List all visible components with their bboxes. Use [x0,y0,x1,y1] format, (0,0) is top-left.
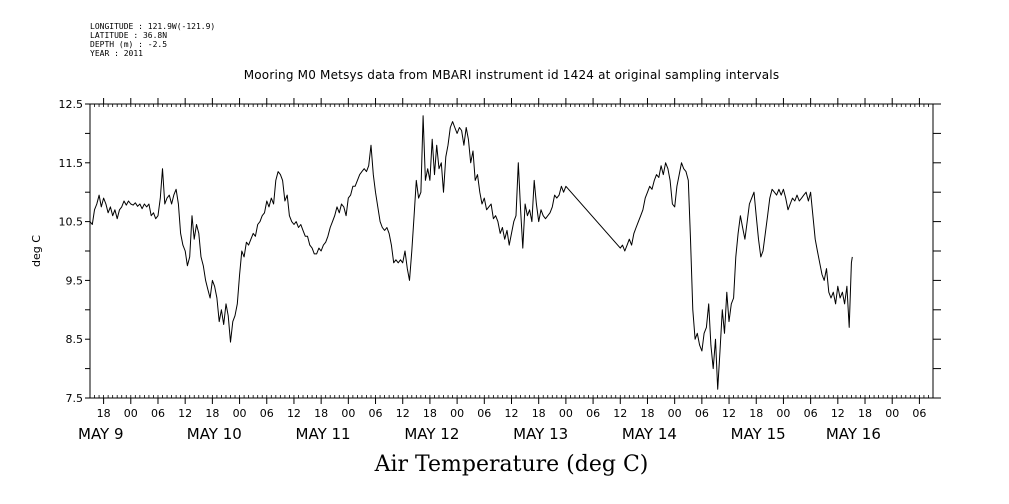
tick-layer [85,98,941,404]
depth-label: DEPTH (m) : -2.5 [90,40,168,49]
x-tick-label: 06 [477,407,491,420]
x-day-label: MAY 13 [513,425,568,443]
x-tick-label: 06 [912,407,926,420]
x-tick-label: 00 [450,407,464,420]
y-tick-label: 11.5 [59,157,84,170]
x-tick-label: 18 [314,407,328,420]
series-layer [89,115,853,390]
chart-title: Mooring M0 Metsys data from MBARI instru… [243,68,780,82]
y-tick-label: 10.5 [59,216,84,229]
x-tick-label: 18 [423,407,437,420]
x-tick-label: 12 [722,407,736,420]
x-tick-label: 18 [640,407,654,420]
x-tick-label: 18 [749,407,763,420]
x-tick-label: 00 [341,407,355,420]
y-tick-label: 8.5 [66,333,84,346]
metadata-block: LONGITUDE : 121.9W(-121.9) LATITUDE : 36… [90,22,215,58]
x-tick-label: 18 [205,407,219,420]
x-day-label: MAY 9 [78,425,124,443]
series-line-0 [89,115,853,390]
label-layer: 18 00 06 12 18 00 06 12 18 00 06 12 18 00 06 12 18 00 06 12… [59,98,927,443]
x-day-label: MAY 12 [404,425,459,443]
x-tick-label: 12 [178,407,192,420]
x-tick-label: 18 [858,407,872,420]
x-tick-label: 00 [233,407,247,420]
plot-frame [89,103,934,399]
x-tick-label: 00 [776,407,790,420]
longitude-label: LONGITUDE : 121.9W(-121.9) [90,22,216,31]
x-tick-label: 06 [804,407,818,420]
x-day-label: MAY 16 [826,425,881,443]
x-tick-label: 06 [369,407,383,420]
x-tick-label: 06 [260,407,274,420]
x-tick-label: 12 [287,407,301,420]
x-tick-label: 12 [613,407,627,420]
y-tick-label: 9.5 [66,274,84,287]
x-day-label: MAY 14 [622,425,677,443]
year-label: YEAR : 2011 [90,49,143,58]
x-tick-label: 12 [831,407,845,420]
x-tick-label: 00 [668,407,682,420]
x-day-label: MAY 11 [296,425,351,443]
x-day-label: MAY 10 [187,425,242,443]
x-day-label: MAY 15 [731,425,786,443]
x-tick-label: 00 [559,407,573,420]
x-tick-label: 06 [695,407,709,420]
x-tick-label: 12 [505,407,519,420]
x-tick-label: 00 [885,407,899,420]
y-axis-label: deg C [30,235,43,267]
x-axis-title: Air Temperature (deg C) [374,452,649,477]
x-tick-label: 00 [124,407,138,420]
latitude-label: LATITUDE : 36.8N [90,31,168,40]
x-tick-label: 18 [97,407,111,420]
x-tick-label: 12 [396,407,410,420]
y-tick-label: 7.5 [66,392,84,405]
y-tick-label: 12.5 [59,98,84,111]
x-tick-label: 06 [586,407,600,420]
x-tick-label: 18 [532,407,546,420]
x-tick-label: 06 [151,407,165,420]
